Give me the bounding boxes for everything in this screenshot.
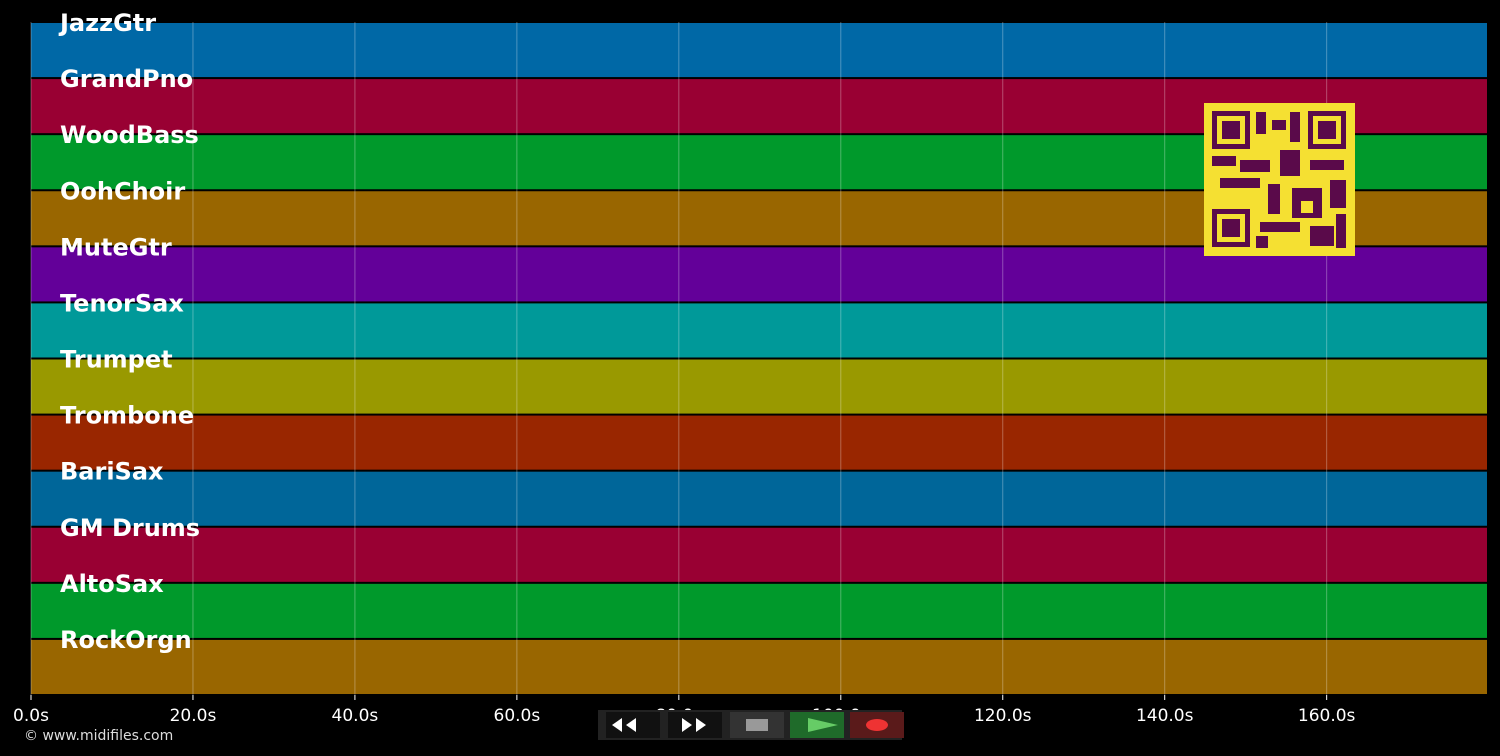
tick-label: 60.0s — [494, 706, 541, 726]
track-row — [31, 303, 1487, 358]
track-name: BariSax — [60, 458, 164, 486]
grid — [30, 22, 1328, 695]
tick-label: 120.0s — [974, 706, 1032, 726]
qr-code — [1204, 103, 1355, 256]
track-row — [31, 583, 1487, 638]
track-row — [31, 471, 1487, 526]
track-name: AltoSax — [60, 570, 164, 598]
tick-label: 20.0s — [170, 706, 217, 726]
tick-label: 0.0s — [13, 706, 49, 726]
track-name: JazzGtr — [58, 9, 156, 37]
track-name: OohChoir — [60, 177, 185, 205]
tick-label: 40.0s — [332, 706, 379, 726]
forward-button[interactable] — [668, 712, 722, 738]
track-row — [31, 527, 1487, 582]
track-name: MuteGtr — [60, 233, 172, 261]
rewind-button[interactable] — [606, 712, 660, 738]
track-name: GM Drums — [60, 514, 200, 542]
track-name: Trumpet — [60, 346, 173, 374]
stop-button[interactable] — [730, 712, 784, 738]
footer: © www.midifiles.com — [24, 728, 173, 744]
track-row — [31, 639, 1487, 694]
play-button[interactable] — [790, 712, 844, 738]
track-row — [31, 359, 1487, 414]
track-row — [31, 23, 1487, 78]
track-name: Trombone — [60, 402, 194, 430]
transport — [598, 710, 904, 740]
tick-label: 160.0s — [1298, 706, 1356, 726]
track-name: GrandPno — [60, 65, 193, 93]
track-labels: JazzGtr GrandPno WoodBass OohChoir MuteGtr Te… — [58, 9, 200, 654]
track-row — [31, 415, 1487, 470]
track-name: TenorSax — [60, 289, 184, 317]
track-row — [31, 247, 1487, 302]
record-button[interactable] — [850, 712, 904, 738]
track-name: RockOrgn — [60, 626, 192, 654]
track-name: WoodBass — [60, 121, 199, 149]
tick-label: 140.0s — [1136, 706, 1194, 726]
